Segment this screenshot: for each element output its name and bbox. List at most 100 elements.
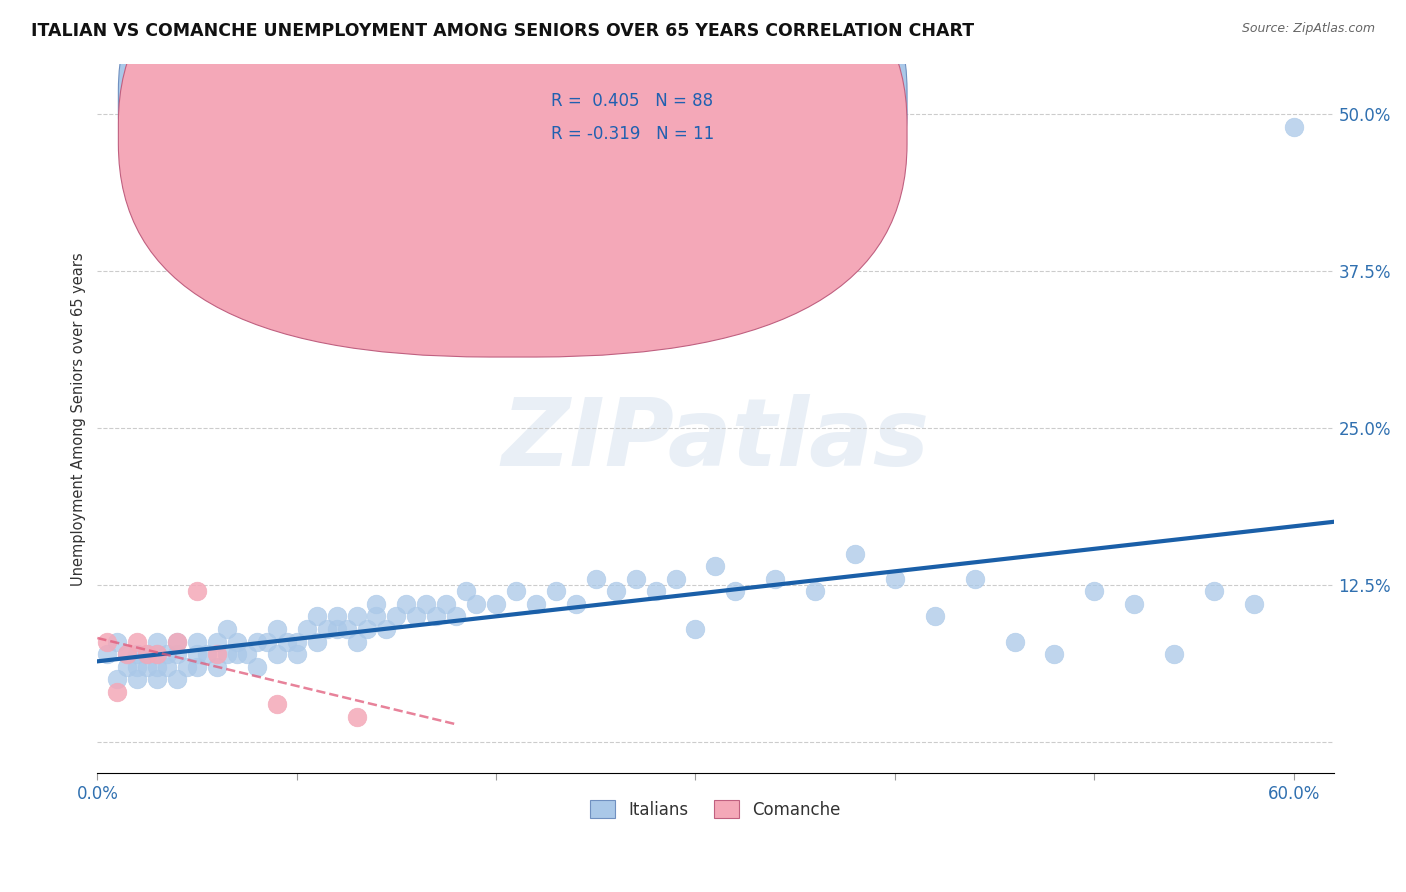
Point	[335, 622, 357, 636]
Point	[166, 647, 188, 661]
Point	[524, 597, 547, 611]
Point	[505, 584, 527, 599]
Point	[425, 609, 447, 624]
Point	[117, 647, 139, 661]
Point	[127, 673, 149, 687]
Point	[763, 572, 786, 586]
Point	[186, 659, 208, 673]
Point	[186, 634, 208, 648]
Point	[305, 634, 328, 648]
Point	[456, 584, 478, 599]
Point	[415, 597, 437, 611]
Point	[375, 622, 398, 636]
Point	[285, 634, 308, 648]
Point	[804, 584, 827, 599]
Point	[96, 634, 118, 648]
Point	[146, 673, 169, 687]
Point	[963, 572, 986, 586]
Point	[186, 584, 208, 599]
Point	[325, 609, 347, 624]
Point	[136, 647, 159, 661]
Point	[117, 659, 139, 673]
Point	[624, 572, 647, 586]
Point	[105, 685, 128, 699]
Point	[315, 622, 337, 636]
Point	[366, 597, 388, 611]
Point	[1282, 120, 1305, 134]
Point	[246, 634, 269, 648]
Point	[105, 634, 128, 648]
Point	[127, 647, 149, 661]
Point	[295, 622, 318, 636]
Point	[166, 673, 188, 687]
Point	[105, 673, 128, 687]
Point	[585, 572, 607, 586]
Point	[724, 584, 747, 599]
Point	[605, 584, 627, 599]
Point	[704, 559, 727, 574]
Point	[186, 647, 208, 661]
Text: ITALIAN VS COMANCHE UNEMPLOYMENT AMONG SENIORS OVER 65 YEARS CORRELATION CHART: ITALIAN VS COMANCHE UNEMPLOYMENT AMONG S…	[31, 22, 974, 40]
Text: R =  0.405   N = 88: R = 0.405 N = 88	[551, 92, 713, 110]
Point	[346, 634, 368, 648]
Point	[266, 647, 288, 661]
Point	[664, 572, 686, 586]
Point	[195, 647, 218, 661]
Point	[205, 659, 228, 673]
Point	[256, 634, 278, 648]
Point	[305, 609, 328, 624]
Point	[1202, 584, 1225, 599]
Point	[1083, 584, 1105, 599]
Text: ZIPatlas: ZIPatlas	[502, 394, 929, 486]
Point	[266, 622, 288, 636]
Point	[96, 647, 118, 661]
Point	[117, 647, 139, 661]
Point	[1123, 597, 1146, 611]
Point	[565, 597, 588, 611]
Point	[924, 609, 946, 624]
Point	[166, 634, 188, 648]
Point	[146, 659, 169, 673]
Point	[146, 634, 169, 648]
Point	[226, 647, 249, 661]
Point	[1043, 647, 1066, 661]
Point	[1163, 647, 1185, 661]
Point	[685, 622, 707, 636]
Point	[146, 647, 169, 661]
Point	[544, 584, 567, 599]
Text: Source: ZipAtlas.com: Source: ZipAtlas.com	[1241, 22, 1375, 36]
Point	[236, 647, 259, 661]
Point	[166, 634, 188, 648]
Point	[346, 609, 368, 624]
Y-axis label: Unemployment Among Seniors over 65 years: Unemployment Among Seniors over 65 years	[72, 252, 86, 585]
Point	[276, 634, 298, 648]
Point	[366, 609, 388, 624]
Point	[176, 659, 198, 673]
Point	[1243, 597, 1265, 611]
Point	[136, 647, 159, 661]
Point	[285, 647, 308, 661]
Point	[205, 647, 228, 661]
Point	[246, 659, 269, 673]
FancyBboxPatch shape	[118, 0, 907, 325]
FancyBboxPatch shape	[118, 0, 907, 357]
Point	[136, 659, 159, 673]
Point	[215, 622, 238, 636]
Point	[346, 710, 368, 724]
Legend: Italians, Comanche: Italians, Comanche	[583, 793, 848, 825]
Point	[156, 659, 179, 673]
Point	[156, 647, 179, 661]
Point	[434, 597, 457, 611]
Point	[405, 609, 427, 624]
Point	[127, 659, 149, 673]
Point	[1004, 634, 1026, 648]
FancyBboxPatch shape	[468, 75, 808, 156]
Point	[205, 634, 228, 648]
Point	[226, 634, 249, 648]
Point	[325, 622, 347, 636]
Point	[395, 597, 418, 611]
Point	[485, 597, 508, 611]
Point	[844, 547, 866, 561]
Point	[883, 572, 905, 586]
Point	[644, 584, 666, 599]
